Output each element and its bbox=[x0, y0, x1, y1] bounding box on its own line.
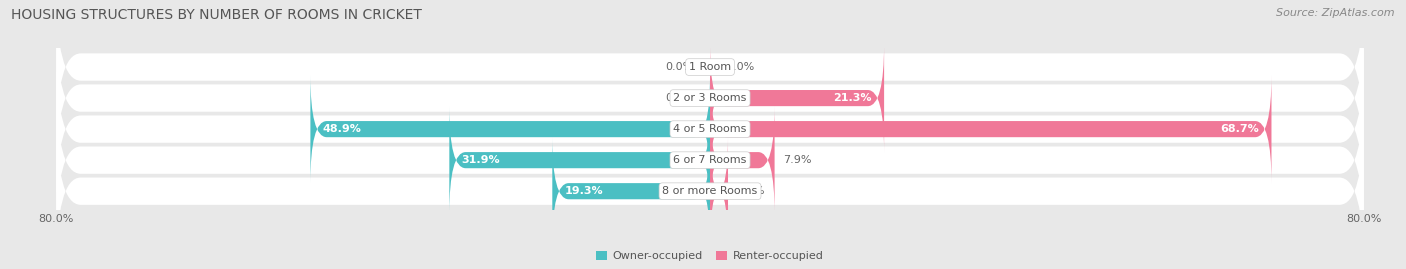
Text: 68.7%: 68.7% bbox=[1220, 124, 1260, 134]
Text: 0.0%: 0.0% bbox=[665, 62, 693, 72]
FancyBboxPatch shape bbox=[56, 19, 1364, 178]
Text: 0.0%: 0.0% bbox=[665, 93, 693, 103]
Text: HOUSING STRUCTURES BY NUMBER OF ROOMS IN CRICKET: HOUSING STRUCTURES BY NUMBER OF ROOMS IN… bbox=[11, 8, 422, 22]
Text: 2 or 3 Rooms: 2 or 3 Rooms bbox=[673, 93, 747, 103]
FancyBboxPatch shape bbox=[56, 81, 1364, 240]
FancyBboxPatch shape bbox=[450, 106, 710, 214]
Text: 1 Room: 1 Room bbox=[689, 62, 731, 72]
Text: 8 or more Rooms: 8 or more Rooms bbox=[662, 186, 758, 196]
FancyBboxPatch shape bbox=[56, 112, 1364, 269]
FancyBboxPatch shape bbox=[710, 44, 884, 152]
Text: 7.9%: 7.9% bbox=[783, 155, 811, 165]
FancyBboxPatch shape bbox=[56, 50, 1364, 208]
FancyBboxPatch shape bbox=[710, 137, 728, 245]
FancyBboxPatch shape bbox=[311, 75, 710, 183]
FancyBboxPatch shape bbox=[710, 75, 1271, 183]
Text: Source: ZipAtlas.com: Source: ZipAtlas.com bbox=[1277, 8, 1395, 18]
Text: 31.9%: 31.9% bbox=[461, 155, 501, 165]
FancyBboxPatch shape bbox=[553, 137, 710, 245]
Text: 6 or 7 Rooms: 6 or 7 Rooms bbox=[673, 155, 747, 165]
Text: 21.3%: 21.3% bbox=[834, 93, 872, 103]
Text: 19.3%: 19.3% bbox=[565, 186, 603, 196]
FancyBboxPatch shape bbox=[710, 106, 775, 214]
Text: 4 or 5 Rooms: 4 or 5 Rooms bbox=[673, 124, 747, 134]
FancyBboxPatch shape bbox=[56, 0, 1364, 147]
Text: 2.2%: 2.2% bbox=[737, 186, 765, 196]
Legend: Owner-occupied, Renter-occupied: Owner-occupied, Renter-occupied bbox=[592, 247, 828, 266]
Text: 0.0%: 0.0% bbox=[727, 62, 755, 72]
Text: 48.9%: 48.9% bbox=[322, 124, 361, 134]
